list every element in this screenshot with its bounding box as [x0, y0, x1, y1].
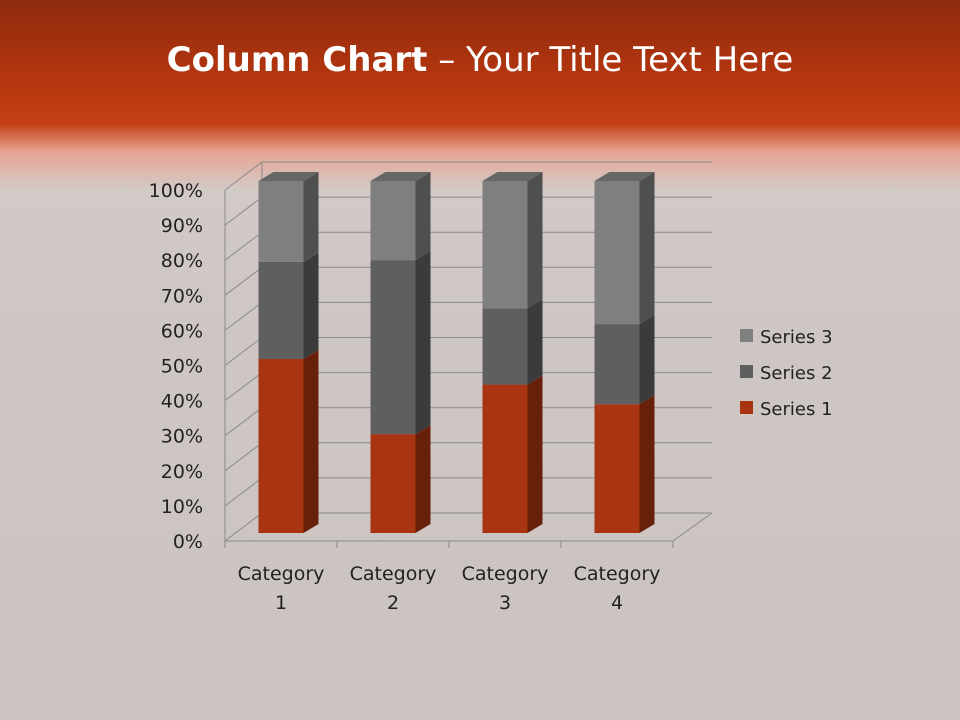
bar-side — [639, 395, 655, 533]
y-tick-label: 40% — [161, 391, 203, 413]
legend-swatch — [740, 401, 753, 414]
y-tick-label: 100% — [149, 180, 203, 202]
bar-side — [527, 299, 543, 385]
bar-front-series-1 — [482, 384, 528, 533]
category-label: Category — [574, 563, 661, 585]
legend-label: Series 2 — [760, 363, 833, 384]
y-tick-label: 60% — [161, 320, 203, 342]
bar-side — [639, 172, 655, 325]
title-bar — [0, 0, 960, 190]
slide-title: Column Chart – Your Title Text Here — [166, 40, 794, 80]
y-tick-label: 30% — [161, 426, 203, 448]
category-label: 2 — [387, 592, 399, 614]
category-label: 1 — [275, 592, 287, 614]
bar-front-series-3 — [594, 181, 640, 325]
bar-front-series-2 — [482, 308, 528, 385]
bar-front-series-2 — [258, 261, 304, 360]
category-label: Category — [350, 563, 437, 585]
bar-side — [527, 375, 543, 533]
bar-side — [303, 172, 319, 262]
y-tick-label: 0% — [173, 531, 203, 553]
y-tick-label: 80% — [161, 250, 203, 272]
category-label: Category — [238, 563, 325, 585]
bar-top — [482, 172, 543, 181]
bar-side — [639, 315, 655, 405]
bar-top — [258, 172, 319, 181]
bar-side — [415, 425, 431, 533]
category-label: 4 — [611, 592, 623, 614]
bar-front-series-1 — [594, 404, 640, 533]
bar-front-series-1 — [370, 434, 416, 533]
bar-side — [415, 172, 431, 261]
y-tick-label: 50% — [161, 356, 203, 378]
bar-side — [303, 252, 319, 360]
bar-side — [415, 251, 431, 435]
y-tick-label: 10% — [161, 496, 203, 518]
y-tick-label: 70% — [161, 285, 203, 307]
bar-front-series-3 — [482, 181, 528, 309]
category-label: 3 — [499, 592, 511, 614]
legend-label: Series 3 — [760, 327, 833, 348]
bar-front-series-1 — [258, 359, 304, 533]
bar-top — [594, 172, 655, 181]
legend-swatch — [740, 329, 753, 342]
bar-front-series-3 — [258, 181, 304, 262]
bar-side — [527, 172, 543, 309]
y-tick-label: 90% — [161, 215, 203, 237]
legend-swatch — [740, 365, 753, 378]
category-label: Category — [462, 563, 549, 585]
bar-side — [303, 350, 319, 533]
bar-top — [370, 172, 431, 181]
bar-front-series-2 — [370, 260, 416, 435]
legend-label: Series 1 — [760, 399, 833, 420]
y-tick-label: 20% — [161, 461, 203, 483]
bar-front-series-2 — [594, 324, 640, 405]
bar-front-series-3 — [370, 181, 416, 261]
